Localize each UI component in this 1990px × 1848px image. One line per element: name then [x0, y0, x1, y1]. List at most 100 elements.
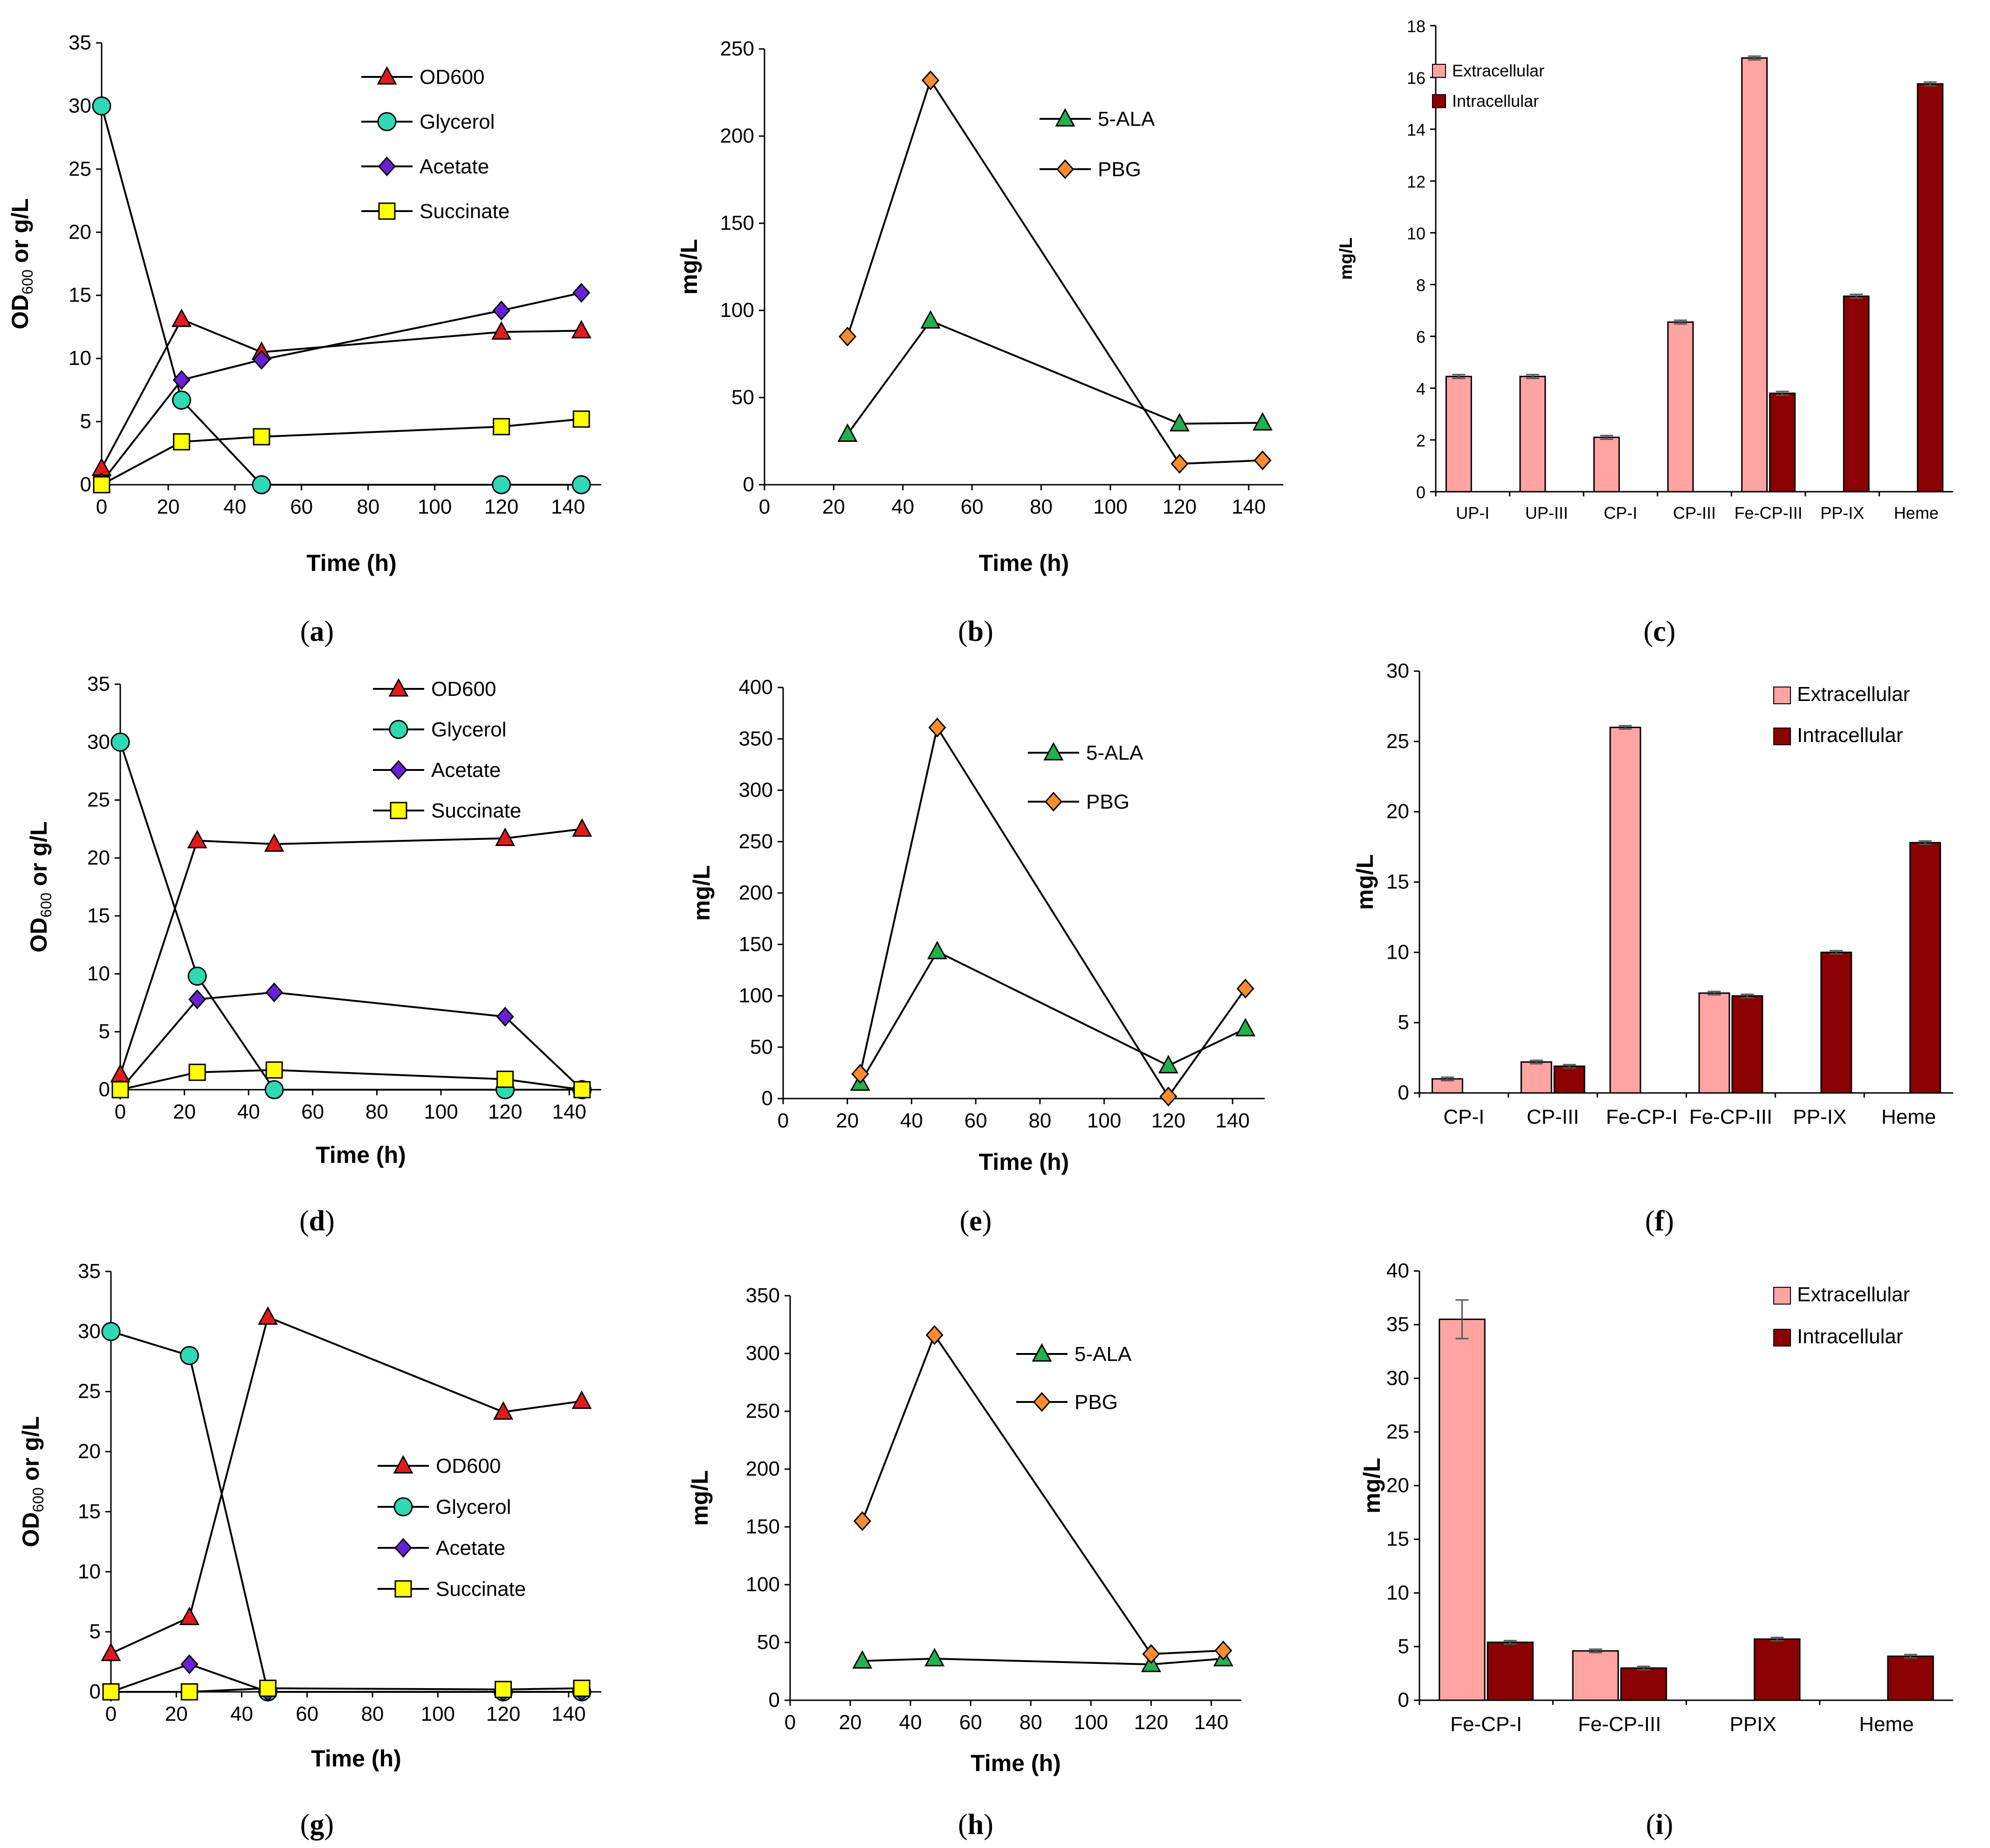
- data-point-acetate: [188, 989, 207, 1010]
- y-tick-label: 0: [1398, 1689, 1409, 1711]
- x-axis-label: Time (h): [311, 1745, 401, 1772]
- y-tick-label: 100: [739, 984, 773, 1007]
- y-tick-label: 100: [720, 299, 754, 322]
- legend-label: Glycerol: [420, 110, 495, 133]
- series-line-5-ala: [859, 950, 1246, 1084]
- data-point-pbg: [1236, 978, 1254, 999]
- series-line-glycerol: [119, 742, 582, 1091]
- x-tick-label: Heme: [1894, 503, 1939, 522]
- legend-swatch-extracellular: [1773, 687, 1791, 704]
- y-tick-label: 25: [1386, 730, 1409, 753]
- y-tick-label: 15: [87, 904, 110, 927]
- x-tick-label: 120: [486, 1703, 520, 1725]
- data-point-od600: [264, 833, 284, 852]
- y-axis-label-main: OD: [7, 295, 33, 330]
- y-tick-label: 0: [762, 1087, 773, 1110]
- y-tick-label: 10: [87, 962, 110, 985]
- y-axis-label: mg/L: [1352, 854, 1378, 910]
- series-line-5-ala: [862, 1657, 1224, 1666]
- data-point-pbg: [1142, 1644, 1160, 1664]
- y-tick-label: 5: [90, 1620, 101, 1643]
- y-tick-label: 20: [69, 220, 91, 243]
- y-tick-label: 150: [720, 212, 754, 234]
- legend-swatch-extracellular: [1773, 1287, 1791, 1305]
- series-line-od600: [110, 1316, 582, 1655]
- x-axis-label: Time (h): [316, 1142, 406, 1168]
- x-tick-label: 100: [1074, 1711, 1108, 1734]
- y-tick-label: 20: [87, 846, 110, 869]
- chart-panel-i: 0 5 10 15 20 25 30 35 40 mg/L Fe-CP-I Fe-CP-III PPIX…: [1359, 1259, 1953, 1736]
- x-tick-label: CP-I: [1604, 503, 1637, 522]
- legend-marker-od600: [393, 1455, 413, 1474]
- data-point-5-ala: [927, 941, 948, 960]
- y-tick-label: 0: [90, 1680, 101, 1703]
- y-axis-label-main: OD: [18, 1512, 44, 1547]
- data-point-od600: [187, 830, 207, 849]
- bar-extracellular: [1572, 1650, 1619, 1701]
- legend-label: Succinate: [436, 1578, 526, 1601]
- data-point-od600: [572, 1390, 592, 1409]
- data-point-acetate: [253, 350, 271, 370]
- data-point-acetate: [180, 1654, 199, 1674]
- y-tick-label: 5: [80, 410, 91, 433]
- legend-label: Extracellular: [1797, 1283, 1910, 1306]
- data-point-acetate: [492, 300, 510, 321]
- data-point-5-ala: [1252, 412, 1273, 431]
- bar-extracellular: [1439, 1319, 1486, 1701]
- data-point-succinate: [496, 1071, 514, 1088]
- bar-extracellular: [1445, 376, 1472, 493]
- legend-swatch-intracellular: [1432, 94, 1446, 108]
- x-tick-label: CP-I: [1443, 1106, 1484, 1128]
- data-point-5-ala: [920, 310, 941, 329]
- data-point-succinate: [495, 1681, 512, 1698]
- y-tick-label: 250: [720, 37, 754, 60]
- data-point-acetate: [496, 1007, 514, 1027]
- y-tick-label: 200: [746, 1457, 780, 1480]
- x-tick-label: 80: [365, 1100, 388, 1123]
- data-point-acetate: [172, 370, 191, 390]
- data-point-5-ala: [852, 1650, 873, 1669]
- panel-caption: (a): [300, 616, 334, 647]
- y-tick-label: 0: [80, 473, 91, 496]
- x-tick-label: 80: [1028, 1109, 1051, 1132]
- legend-marker-pbg: [1056, 159, 1074, 179]
- y-axis-label-rest: or g/L: [26, 821, 52, 893]
- x-tick-label: PPIX: [1729, 1713, 1776, 1736]
- y-tick-label: 350: [746, 1284, 780, 1307]
- data-point-glycerol: [264, 1080, 284, 1099]
- y-axis-label-rest: or g/L: [7, 198, 33, 269]
- y-tick-label: 250: [746, 1400, 780, 1422]
- x-tick-label: 40: [237, 1100, 260, 1123]
- bar-intracellular: [1620, 1667, 1667, 1701]
- data-point-succinate: [253, 428, 270, 446]
- legend-marker-acetate: [394, 1538, 413, 1558]
- data-point-od600: [572, 818, 592, 837]
- y-tick-label: 15: [69, 284, 91, 307]
- legend: Extracellular Intracellular: [1773, 683, 1910, 747]
- series-line-5-ala: [847, 319, 1263, 435]
- y-axis-label: OD600 or g/L: [18, 1416, 47, 1547]
- legend-marker-pbg: [1044, 791, 1063, 812]
- y-tick-label: 400: [739, 676, 773, 699]
- y-tick-label: 5: [99, 1020, 110, 1043]
- y-tick-label: 15: [1386, 871, 1409, 893]
- x-tick-label: 20: [165, 1703, 188, 1725]
- x-tick-label: 20: [822, 495, 845, 518]
- y-axis-label: OD600 or g/L: [26, 821, 55, 952]
- data-point-glycerol: [172, 391, 192, 410]
- series-line-glycerol: [110, 1330, 582, 1693]
- y-tick-label: 2: [1416, 431, 1425, 450]
- data-point-succinate: [93, 476, 110, 494]
- x-axis-label: Time (h): [306, 550, 397, 576]
- x-tick-label: 140: [1232, 495, 1266, 518]
- bar-extracellular: [1741, 57, 1768, 493]
- x-tick-label: 100: [418, 495, 452, 518]
- data-point-pbg: [1171, 453, 1189, 474]
- x-tick-label: PP-IX: [1793, 1106, 1846, 1128]
- x-tick-label: 80: [357, 495, 379, 518]
- y-tick-label: 10: [1386, 941, 1409, 963]
- x-tick-label: Fe-CP-I: [1450, 1713, 1522, 1736]
- x-tick-label: 120: [1163, 495, 1197, 518]
- data-point-succinate: [188, 1064, 206, 1081]
